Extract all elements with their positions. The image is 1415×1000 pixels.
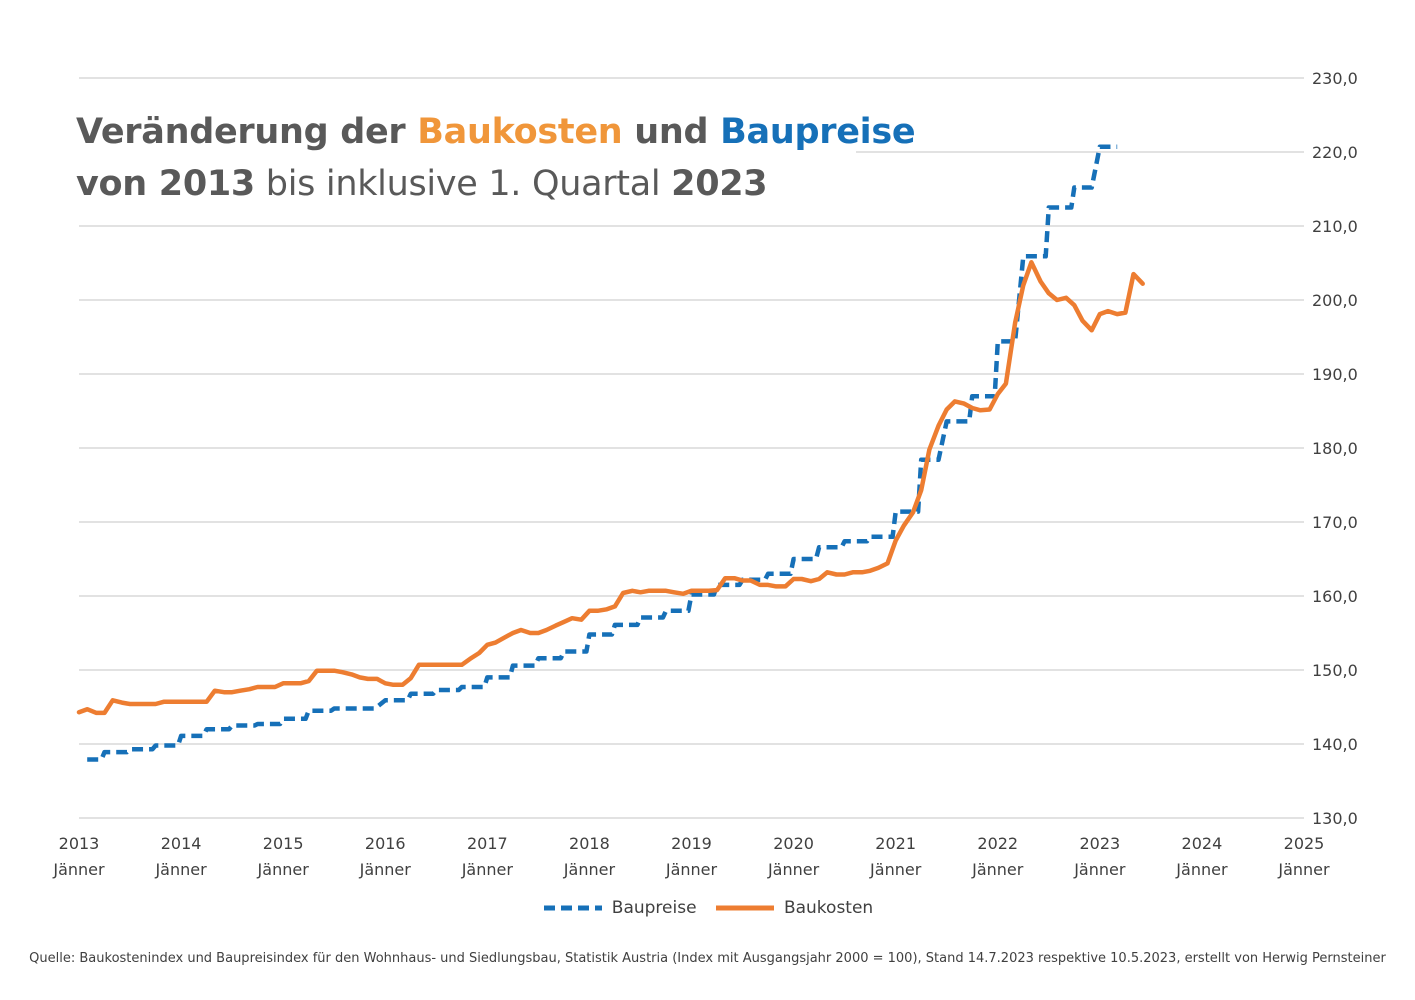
- title-line-1: Veränderung der Baukosten und Baupreise: [76, 106, 916, 158]
- x-tick-label-year: 2016: [365, 834, 406, 853]
- title-line1-baupreise: Baupreise: [720, 112, 916, 152]
- x-tick-label-year: 2017: [467, 834, 508, 853]
- x-tick-label-year: 2020: [773, 834, 814, 853]
- y-tick-label: 220,0: [1312, 143, 1358, 162]
- y-tick-label: 150,0: [1312, 661, 1358, 680]
- legend-item-baupreise: Baupreise: [542, 898, 697, 918]
- x-tick-label-month: Jänner: [971, 860, 1024, 879]
- x-tick-label-year: 2014: [161, 834, 202, 853]
- x-axis-tick-labels: 2013 Jänner 2014 Jänner 2015 Jänner 2016 Jänner…: [52, 834, 1330, 879]
- title-line-2: von 2013 bis inklusive 1. Quartal 2023: [76, 158, 856, 210]
- y-tick-label: 130,0: [1312, 809, 1358, 828]
- x-tick-label-month: Jänner: [665, 860, 718, 879]
- x-tick-label-year: 2021: [875, 834, 916, 853]
- x-tick-label-year: 2015: [263, 834, 304, 853]
- title-line2-part1: von: [76, 164, 159, 204]
- x-tick-label-year: 2018: [569, 834, 610, 853]
- legend-item-baukosten: Baukosten: [714, 898, 873, 918]
- source-note: Quelle: Baukostenindex und Baupreisindex…: [29, 951, 1386, 966]
- y-axis-tick-labels: 130,0 140,0 150,0 160,0 170,0 180,0 190,0 200,0…: [1312, 69, 1358, 828]
- legend-label-baukosten: Baukosten: [783, 898, 874, 918]
- x-tick-label-year: 2013: [59, 834, 100, 853]
- y-tick-label: 170,0: [1312, 513, 1358, 532]
- x-tick-label-year: 2022: [977, 834, 1018, 853]
- y-tick-label: 140,0: [1312, 735, 1358, 754]
- y-tick-label: 230,0: [1312, 69, 1358, 88]
- y-tick-label: 160,0: [1312, 587, 1358, 606]
- x-tick-label-month: Jänner: [563, 860, 616, 879]
- title-line2-part4: 2023: [671, 164, 768, 204]
- title-line1-part1: Veränderung der: [76, 112, 418, 152]
- solid-line-swatch-icon: [715, 905, 774, 911]
- title-line1-part3: und: [622, 112, 721, 152]
- x-tick-label-month: Jänner: [869, 860, 922, 879]
- chart-title: Veränderung der Baukosten und Baupreise …: [76, 106, 916, 210]
- x-tick-label-month: Jänner: [52, 860, 105, 879]
- gridlines: [79, 77, 1304, 819]
- data-series: [76, 144, 1145, 762]
- x-tick-label-month: Jänner: [767, 860, 820, 879]
- series-line-baukosten: [76, 260, 1145, 716]
- x-tick-label-year: 2023: [1079, 834, 1120, 853]
- title-line1-baukosten: Baukosten: [417, 112, 623, 152]
- x-tick-label-year: 2024: [1182, 834, 1223, 853]
- legend-label-baupreise: Baupreise: [611, 898, 697, 918]
- legend: Baupreise Baukosten: [0, 898, 1415, 918]
- x-tick-label-month: Jänner: [257, 860, 310, 879]
- dashed-line-swatch-icon: [543, 905, 602, 911]
- y-tick-label: 200,0: [1312, 291, 1358, 310]
- x-tick-label-month: Jänner: [1175, 860, 1228, 879]
- title-line2-part2: 2013: [158, 164, 256, 204]
- x-tick-label-year: 2019: [671, 834, 712, 853]
- series-line-baupreise: [87, 144, 1118, 762]
- y-tick-label: 210,0: [1312, 217, 1358, 236]
- x-tick-label-month: Jänner: [1277, 860, 1330, 879]
- y-tick-label: 190,0: [1312, 365, 1358, 384]
- x-tick-label-month: Jänner: [359, 860, 412, 879]
- x-tick-label-month: Jänner: [154, 860, 207, 879]
- y-tick-label: 180,0: [1312, 439, 1358, 458]
- x-tick-label-month: Jänner: [461, 860, 514, 879]
- title-line2-part3: bis inklusive 1. Quartal: [254, 164, 672, 204]
- x-tick-label-year: 2025: [1284, 834, 1325, 853]
- x-tick-label-month: Jänner: [1073, 860, 1126, 879]
